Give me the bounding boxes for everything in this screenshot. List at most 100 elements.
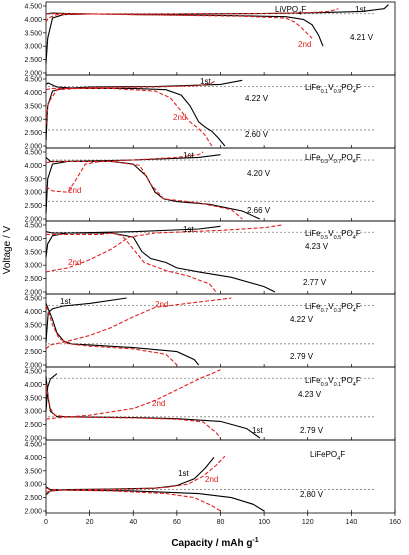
series-2nd-3 <box>45 224 282 273</box>
y-tick-label: 3.000 <box>24 482 42 489</box>
y-tick-label: 2.000 <box>24 71 42 78</box>
y-tick-label: 3.500 <box>24 176 42 183</box>
x-axis-tick-label: 40 <box>129 519 137 526</box>
composition-base: LiFePO <box>310 450 337 459</box>
composition-sub1: 0.3 <box>321 159 329 165</box>
cycle-label-first: 1st <box>183 225 194 234</box>
y-tick-label: 3.000 <box>24 117 42 124</box>
y-tick-label: 4.000 <box>24 309 42 316</box>
x-axis-tick-label: 140 <box>346 519 358 526</box>
y-tick-label: 4.000 <box>24 17 42 24</box>
series-2nd-3 <box>45 8 339 23</box>
composition-po: PO <box>341 83 353 92</box>
x-axis-title-text: Capacity / mAh g <box>171 538 252 549</box>
voltage-plateau-2-label: 2.79 V <box>290 352 314 361</box>
panel-3: 2.000 2.500 3.000 3.500 4.000 4.500 4.20 V 2.66… <box>24 147 396 224</box>
y-tick-label: 3.000 <box>24 336 42 343</box>
series-1st-2 <box>45 231 276 293</box>
series-1st-1 <box>45 154 221 214</box>
cycle-label-second: 2nd <box>205 475 218 484</box>
series-1st-1 <box>45 373 58 412</box>
y-tick-label: 4.500 <box>24 223 42 230</box>
panel-frame <box>45 1 396 76</box>
voltage-plateau-label: 4.22 V <box>290 315 314 324</box>
composition-sub1: 0.5 <box>321 235 329 241</box>
cycle-label-first-discharge: 1st <box>252 426 263 435</box>
composition-f: F <box>356 229 361 238</box>
y-tick-label: 4.500 <box>24 296 42 303</box>
y-tick-label: 2.000 <box>24 144 42 151</box>
panel-7: 2.000 2.500 3.000 3.500 4.000 4.500 2.80 V LiFe… <box>24 439 396 516</box>
series-2nd-4 <box>45 487 221 512</box>
series-2nd-4 <box>45 384 221 439</box>
y-tick-label: 4.000 <box>24 90 42 97</box>
voltage-plateau-label: 4.21 V <box>350 33 374 42</box>
composition-po: PO <box>341 302 353 311</box>
y-tick-label: 4.500 <box>24 369 42 376</box>
series-2nd-3 <box>45 151 204 193</box>
cycle-label-second: 2nd <box>298 40 311 49</box>
series-2nd-4 <box>46 232 217 293</box>
voltage-plateau-label: 4.23 V <box>305 242 329 251</box>
x-axis-tick-label: 160 <box>389 519 401 526</box>
series-1st-2 <box>45 303 200 366</box>
composition-sub4: 4 <box>353 89 356 95</box>
composition-sub2: 0.3 <box>334 308 342 314</box>
y-tick-label: 3.000 <box>24 190 42 197</box>
y-tick-label: 2.000 <box>24 509 42 516</box>
composition-base: LiFe <box>305 376 321 385</box>
cycle-label-first: 1st <box>183 151 194 160</box>
series-2nd-4 <box>45 305 178 366</box>
voltage-plateau-2-label: 2.77 V <box>303 278 327 287</box>
cycle-label-second: 2nd <box>68 258 81 267</box>
cycle-label-first: 1st <box>355 5 366 14</box>
voltage-plateau-label: 2.80 V <box>300 490 324 499</box>
y-tick-label: 4.500 <box>24 442 42 449</box>
y-tick-label: 2.000 <box>24 363 42 370</box>
y-tick-label: 3.500 <box>24 30 42 37</box>
series-2nd-3 <box>45 79 217 125</box>
y-tick-label: 3.000 <box>24 409 42 416</box>
x-axis-tick-label: 0 <box>44 519 48 526</box>
y-tick-label: 4.000 <box>24 163 42 170</box>
composition-sub1: 0.7 <box>321 308 329 314</box>
y-tick-label: 3.500 <box>24 103 42 110</box>
composition-mid: V <box>328 229 334 238</box>
voltage-plateau-label: 4.22 V <box>245 94 269 103</box>
voltage-plateau-2-label: 2.60 V <box>245 130 269 139</box>
composition-sub2: 0.9 <box>334 89 342 95</box>
composition-sub1: 4 <box>298 11 301 17</box>
y-tick-label: 2.500 <box>24 422 42 429</box>
y-tick-label: 4.000 <box>24 382 42 389</box>
composition-base: LiFe <box>305 229 321 238</box>
composition-sub2: 0.1 <box>334 382 342 388</box>
y-tick-label: 4.000 <box>24 236 42 243</box>
series-2nd-4 <box>45 160 243 220</box>
composition-po: PO <box>341 376 353 385</box>
x-axis-tick-label: 20 <box>86 519 94 526</box>
composition-mid: V <box>328 376 334 385</box>
y-tick-label: 2.500 <box>24 349 42 356</box>
composition-label: LiVPO4F <box>275 5 306 17</box>
voltage-plateau-2-label: 2.66 V <box>247 206 271 215</box>
composition-sub4: 4 <box>353 382 356 388</box>
composition-label: LiFe0.3V0.7PO4F <box>305 153 361 165</box>
composition-label: LiFe0.5V0.5PO4F <box>305 229 361 241</box>
y-tick-label: 3.500 <box>24 395 42 402</box>
y-tick-label: 2.500 <box>24 495 42 502</box>
y-tick-label: 2.500 <box>24 276 42 283</box>
cycle-label-second: 2nd <box>155 300 168 309</box>
series-2nd-3 <box>45 455 226 493</box>
series-2nd-4 <box>45 12 313 39</box>
x-axis-title-exponent: -1 <box>252 537 258 544</box>
y-tick-label: 3.000 <box>24 44 42 51</box>
y-tick-label: 4.000 <box>24 455 42 462</box>
composition-label: LiFe0.7V0.3PO4F <box>305 302 361 314</box>
voltage-plateau-2-label: 2.79 V <box>300 426 324 435</box>
composition-sub1: 4 <box>337 456 340 462</box>
cycle-label-second: 2nd <box>152 399 165 408</box>
composition-base: LiFe <box>305 83 321 92</box>
series-1st-1 <box>45 297 127 343</box>
composition-label: LiFePO4F <box>310 450 345 462</box>
cycle-label-first: 1st <box>200 77 211 86</box>
